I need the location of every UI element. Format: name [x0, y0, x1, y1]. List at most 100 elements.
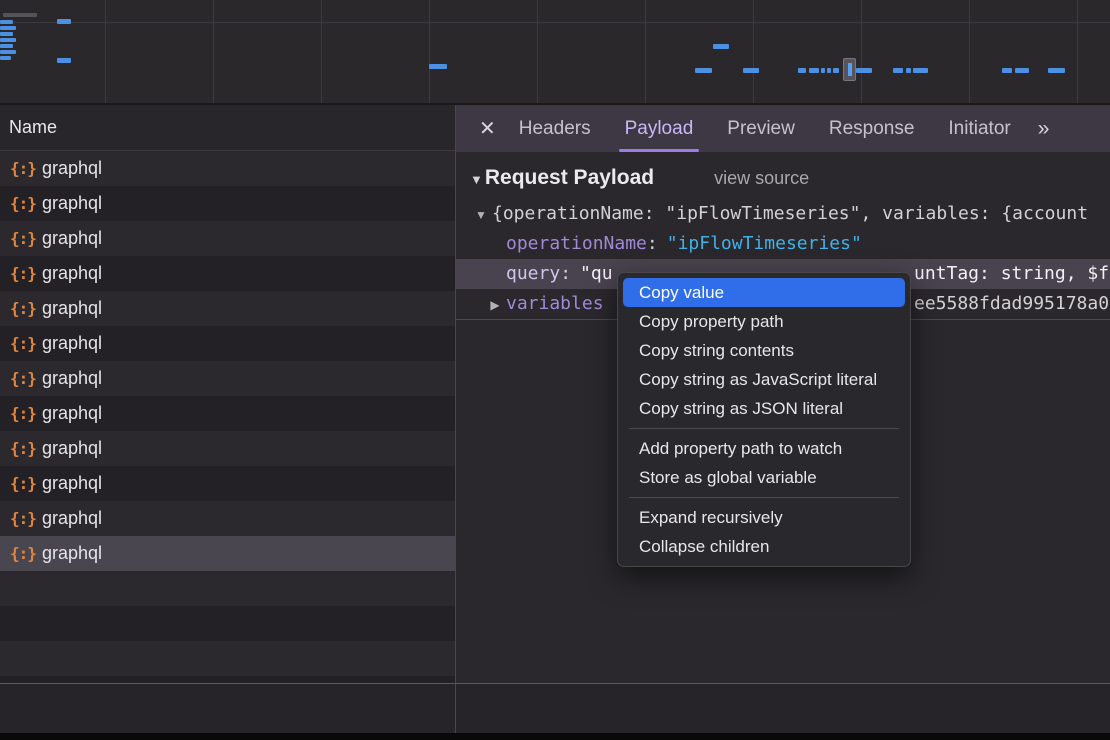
json-icon: {:}	[10, 194, 37, 213]
request-payload-header[interactable]: ▼ Request Payload view source	[470, 166, 1110, 190]
request-timing-bar	[1002, 68, 1012, 73]
collapse-arrow-icon[interactable]: ▼	[475, 208, 487, 222]
request-name: graphql	[42, 403, 103, 423]
json-icon: {:}	[10, 439, 37, 458]
request-timing-bar	[429, 64, 447, 69]
close-icon[interactable]: ✕	[479, 118, 496, 140]
overview-gridline	[1077, 0, 1078, 103]
json-icon: {:}	[10, 544, 37, 563]
request-timing-bar	[57, 58, 71, 63]
table-row[interactable]: {:} graphql	[0, 221, 455, 256]
selected-request-marker	[843, 58, 856, 81]
menu-separator	[629, 497, 899, 498]
request-timing-bar	[695, 68, 712, 73]
payload-operationname-row[interactable]: operationName: "ipFlowTimeseries"	[456, 229, 1110, 259]
json-icon: {:}	[10, 229, 37, 248]
property-value-left: "qu	[580, 263, 613, 284]
payload-root-row[interactable]: ▼ {operationName: "ipFlowTimeseries", var…	[456, 199, 1110, 229]
table-row[interactable]: {:} graphql	[0, 326, 455, 361]
colon: :	[646, 233, 658, 254]
menu-item-copy-string-as-json-literal[interactable]: Copy string as JSON literal	[639, 399, 844, 418]
expand-arrow-icon[interactable]: ▶	[490, 298, 500, 312]
menu-item-expand-recursively[interactable]: Expand recursively	[639, 508, 783, 527]
request-name: graphql	[42, 298, 103, 318]
request-name: graphql	[42, 473, 103, 493]
table-row[interactable]: {:} graphql	[0, 431, 455, 466]
table-row[interactable]: {:} graphql	[0, 256, 455, 291]
menu-item-copy-property-path[interactable]: Copy property path	[639, 312, 784, 331]
marker-tick	[847, 63, 852, 76]
network-overview[interactable]	[0, 0, 1110, 105]
menu-item-add-property-path-to-watch[interactable]: Add property path to watch	[639, 439, 843, 458]
menu-item-copy-string-as-javascript-literal[interactable]: Copy string as JavaScript literal	[639, 370, 878, 389]
request-payload-title: Request Payload	[484, 166, 655, 189]
request-name: graphql	[42, 438, 103, 458]
request-timing-bar	[906, 68, 911, 73]
payload-preview-text: {operationName: "ipFlowTimeseries", vari…	[492, 203, 1089, 224]
payload-tree: ▼ {operationName: "ipFlowTimeseries", var…	[456, 199, 1110, 320]
menu-item-copy-value[interactable]: Copy value	[623, 278, 905, 307]
overview-gridline	[105, 0, 106, 103]
tab-initiator[interactable]: Initiator	[948, 117, 1011, 139]
request-name: graphql	[42, 368, 103, 388]
overview-gridline	[537, 0, 538, 103]
menu-separator	[629, 428, 899, 429]
tab-payload[interactable]: Payload	[618, 105, 699, 152]
tab-headers[interactable]: Headers	[518, 117, 591, 139]
payload-variables-row[interactable]: ▶ variables ee5588fdad995178a0	[456, 289, 1110, 319]
json-icon: {:}	[10, 474, 37, 493]
table-row[interactable]: {:} graphql	[0, 536, 455, 571]
detail-tabbar: ✕ Headers Payload Preview Response Initiator…	[456, 105, 1110, 152]
request-timing-bar	[821, 68, 825, 73]
request-timing-bar	[57, 19, 71, 24]
request-name: graphql	[42, 333, 103, 353]
overview-gridline	[861, 0, 862, 103]
tab-preview[interactable]: Preview	[727, 117, 795, 139]
request-timing-bar	[0, 56, 11, 60]
request-timing-bar	[1015, 68, 1029, 73]
json-icon: {:}	[10, 264, 37, 283]
request-table: Name {:} graphql {:} graphql {:} graphql {:} gr…	[0, 105, 455, 683]
menu-item-store-as-global-variable[interactable]: Store as global variable	[639, 468, 817, 487]
name-column-header[interactable]: Name	[0, 105, 455, 151]
overview-gridline	[969, 0, 970, 103]
table-row[interactable]: {:} graphql	[0, 151, 455, 186]
overview-gridline	[753, 0, 754, 103]
overview-hline	[0, 22, 1110, 23]
table-row[interactable]: {:} graphql	[0, 361, 455, 396]
empty-row	[0, 641, 455, 676]
colon: :	[560, 263, 572, 284]
empty-row	[0, 676, 455, 683]
request-timing-bar	[856, 68, 872, 73]
tab-list: Headers Payload Preview Response Initiator	[502, 105, 1028, 152]
json-icon: {:}	[10, 509, 37, 528]
detail-pane: ✕ Headers Payload Preview Response Initiator…	[455, 105, 1110, 683]
request-name: graphql	[42, 263, 103, 283]
more-tabs-icon[interactable]: »	[1037, 116, 1050, 140]
empty-row	[0, 571, 455, 606]
request-name: graphql	[42, 158, 103, 178]
collapse-arrow-icon[interactable]: ▼	[470, 172, 483, 187]
request-timing-bar	[893, 68, 903, 73]
request-timing-bar	[798, 68, 806, 73]
json-icon: {:}	[10, 159, 37, 178]
table-row[interactable]: {:} graphql	[0, 501, 455, 536]
table-row[interactable]: {:} graphql	[0, 466, 455, 501]
json-icon: {:}	[10, 334, 37, 353]
request-timing-bar	[3, 13, 37, 17]
table-row[interactable]: {:} graphql	[0, 186, 455, 221]
table-row[interactable]: {:} graphql	[0, 291, 455, 326]
overview-gridline	[321, 0, 322, 103]
context-menu: Copy value Copy property path Copy string …	[617, 272, 911, 567]
table-row[interactable]: {:} graphql	[0, 396, 455, 431]
tab-response[interactable]: Response	[828, 117, 915, 139]
overview-gridline	[645, 0, 646, 103]
request-timing-bar	[833, 68, 839, 73]
property-key: query	[506, 263, 561, 284]
main-split: Name {:} graphql {:} graphql {:} graphql {:} gr…	[0, 105, 1110, 734]
json-icon: {:}	[10, 369, 37, 388]
property-value-right: ee5588fdad995178a0	[914, 293, 1110, 314]
menu-item-collapse-children[interactable]: Collapse children	[639, 537, 770, 556]
menu-item-copy-string-contents[interactable]: Copy string contents	[639, 341, 794, 360]
view-source-link[interactable]: view source	[714, 168, 810, 188]
